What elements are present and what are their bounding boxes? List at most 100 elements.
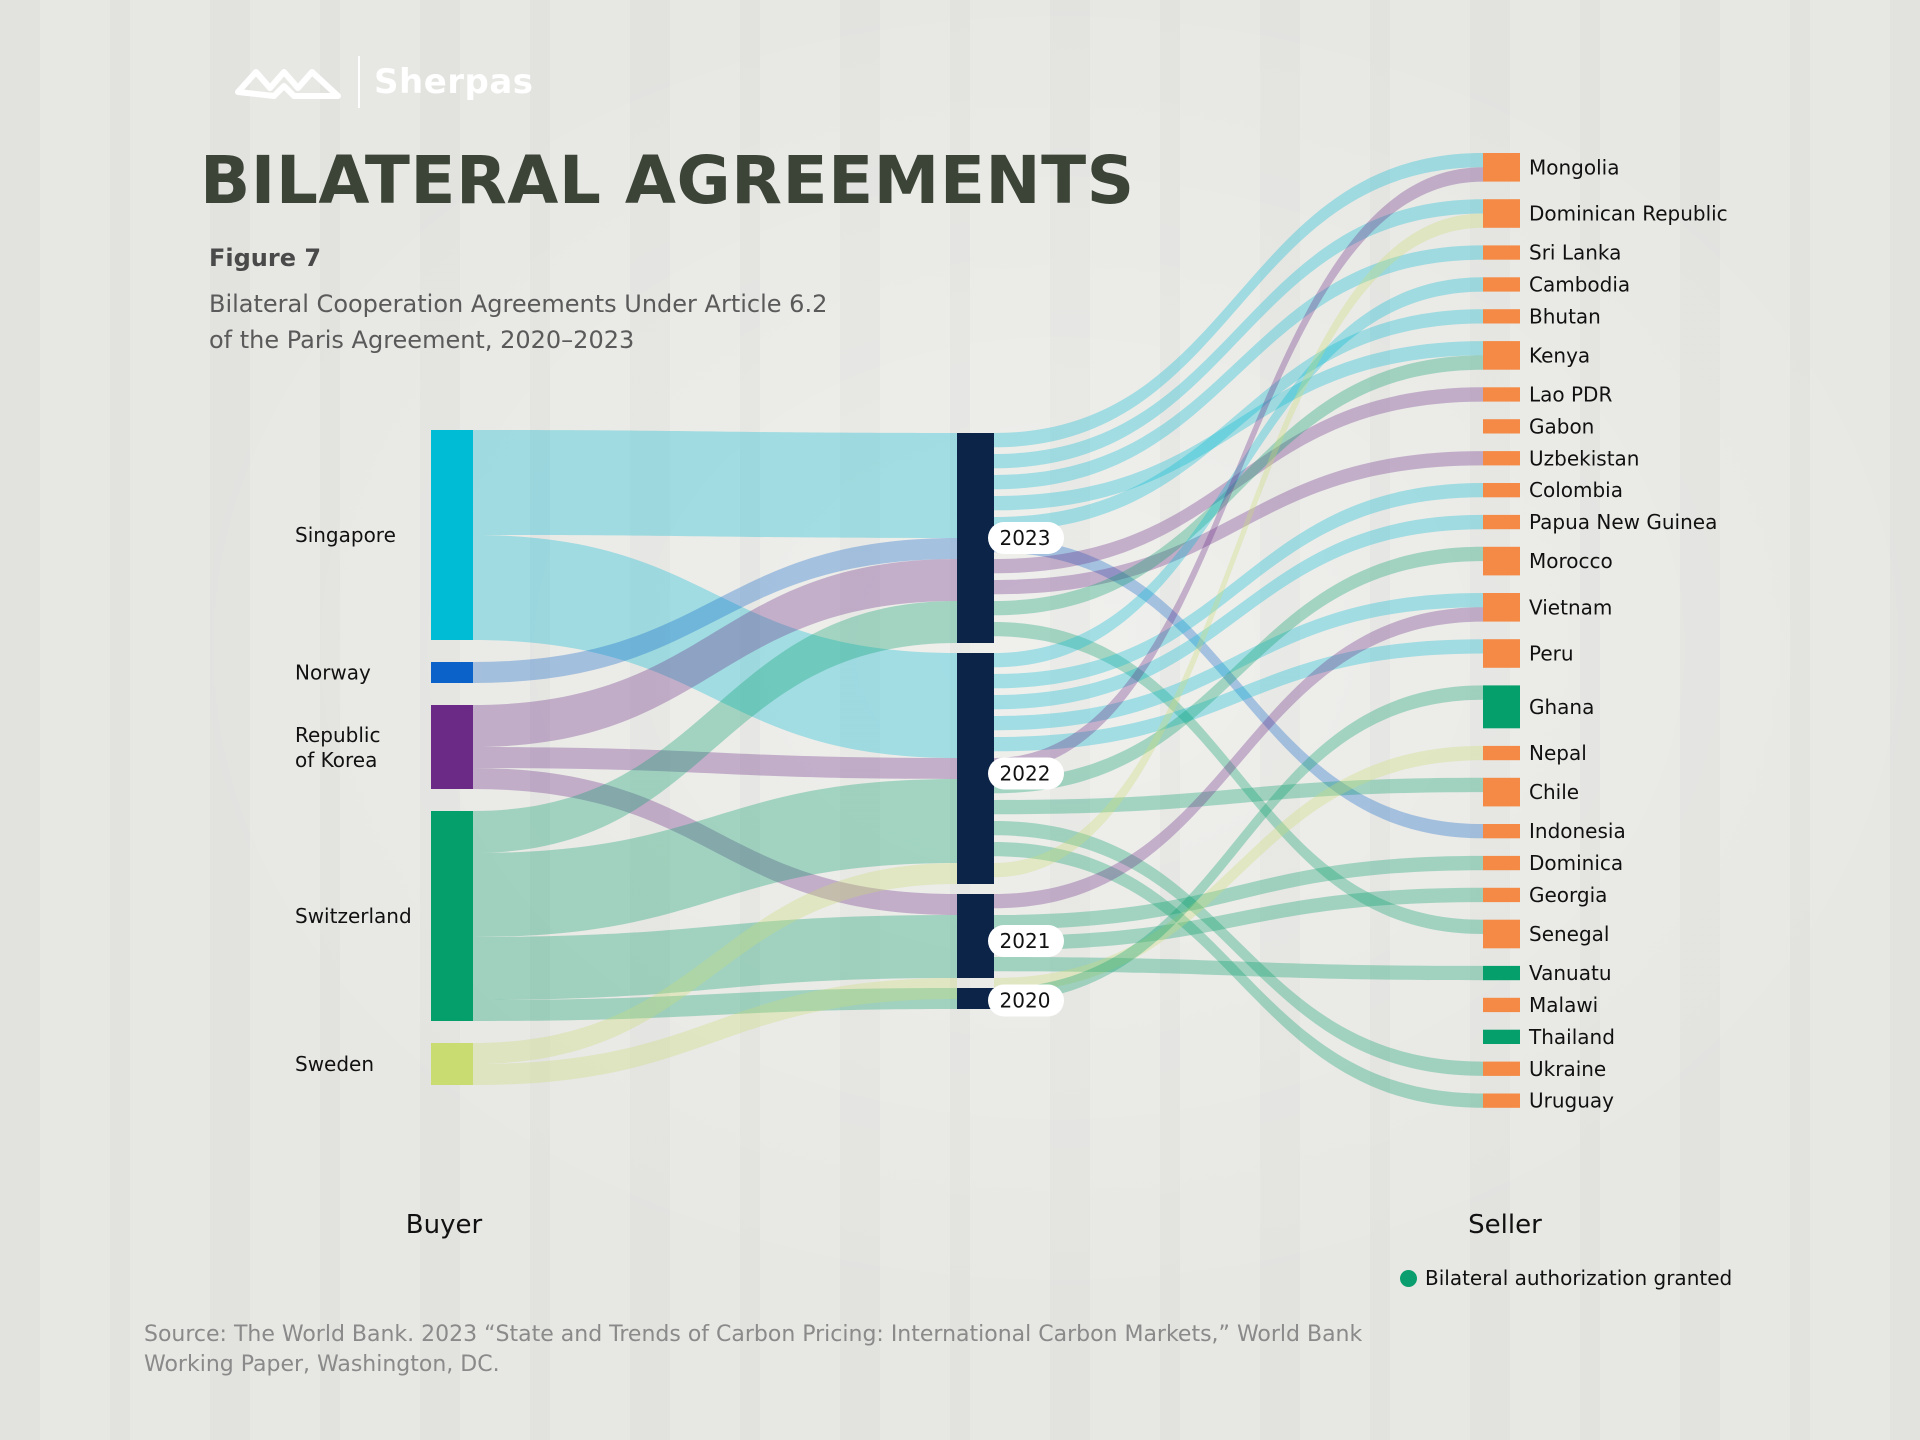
flow-switzerland-2023 bbox=[473, 601, 957, 853]
seller-label-malawi: Malawi bbox=[1529, 993, 1598, 1017]
flow-2021-vietnam bbox=[994, 607, 1483, 909]
seller-node-ukraine bbox=[1483, 1061, 1520, 1076]
seller-node-sri-lanka bbox=[1483, 245, 1520, 260]
flow-switzerland-2020 bbox=[473, 988, 957, 1021]
seller-node-uzbekistan bbox=[1483, 451, 1520, 466]
seller-node-mongolia bbox=[1483, 153, 1520, 182]
seller-node-senegal bbox=[1483, 919, 1520, 949]
seller-label-lao-pdr: Lao PDR bbox=[1529, 382, 1612, 406]
buyer-label-republic-of-korea-1: Republic bbox=[295, 723, 380, 747]
flow-2023-dominican-republic bbox=[994, 199, 1483, 469]
brand-divider bbox=[358, 56, 360, 108]
seller-label-papua-new-guinea: Papua New Guinea bbox=[1529, 510, 1717, 534]
seller-label-dominica: Dominica bbox=[1529, 851, 1623, 875]
seller-label-ukraine: Ukraine bbox=[1529, 1057, 1606, 1081]
flow-2023-kenya bbox=[994, 341, 1483, 511]
year-node-2020 bbox=[957, 988, 994, 1009]
brand: Sherpas bbox=[234, 56, 534, 108]
seller-node-morocco bbox=[1483, 546, 1520, 576]
figure-subtitle: Bilateral Cooperation Agreements Under A… bbox=[209, 286, 929, 358]
flow-switzerland-2021 bbox=[473, 915, 957, 1000]
seller-label-nepal: Nepal bbox=[1529, 741, 1587, 765]
seller-node-ghana bbox=[1483, 685, 1520, 729]
seller-label-vanuatu: Vanuatu bbox=[1529, 961, 1612, 985]
seller-label-uruguay: Uruguay bbox=[1529, 1089, 1614, 1113]
year-node-2022 bbox=[957, 653, 994, 884]
seller-label-georgia: Georgia bbox=[1529, 883, 1607, 907]
year-pill-2020 bbox=[988, 984, 1064, 1017]
seller-node-georgia bbox=[1483, 887, 1520, 903]
seller-node-lao-pdr bbox=[1483, 387, 1520, 402]
buyer-axis-label: Buyer bbox=[406, 1210, 483, 1240]
seller-label-gabon: Gabon bbox=[1529, 414, 1594, 438]
seller-node-indonesia bbox=[1483, 824, 1520, 839]
seller-label-colombia: Colombia bbox=[1529, 478, 1623, 502]
subtitle-line-2: of the Paris Agreement, 2020–2023 bbox=[209, 326, 635, 354]
flow-sweden-2022 bbox=[473, 863, 957, 1064]
seller-label-thailand: Thailand bbox=[1528, 1025, 1615, 1049]
seller-node-dominican-republic bbox=[1483, 199, 1520, 228]
flow-2022-vietnam bbox=[994, 593, 1483, 731]
flow-2023-kenya bbox=[994, 355, 1483, 616]
seller-label-vietnam: Vietnam bbox=[1529, 595, 1612, 619]
flow-2022-papua-new-guinea bbox=[994, 514, 1483, 710]
seller-node-cambodia bbox=[1483, 277, 1520, 292]
seller-label-dominican-republic: Dominican Republic bbox=[1529, 202, 1728, 226]
buyer-label-norway: Norway bbox=[295, 661, 371, 685]
flow-2021-vanuatu bbox=[994, 957, 1483, 981]
buyer-label-sweden: Sweden bbox=[295, 1052, 374, 1076]
flow-2022-peru bbox=[994, 639, 1483, 752]
flow-2023-lao-pdr bbox=[994, 387, 1483, 574]
buyer-node-sweden bbox=[431, 1043, 473, 1085]
flow-2021-georgia bbox=[994, 887, 1483, 951]
year-pill-2021 bbox=[988, 925, 1064, 957]
buyer-node-republic-of-korea bbox=[431, 705, 473, 789]
mountain-logo-icon bbox=[235, 69, 341, 99]
flow-2023-bhutan bbox=[994, 309, 1483, 532]
flow-2021-nepal bbox=[994, 745, 1483, 993]
flow-2023-uzbekistan bbox=[994, 451, 1483, 595]
seller-node-peru bbox=[1483, 639, 1520, 668]
brand-name: Sherpas bbox=[374, 62, 534, 102]
seller-label-mongolia: Mongolia bbox=[1529, 155, 1619, 179]
buyer-node-singapore bbox=[431, 430, 473, 640]
seller-node-nepal bbox=[1483, 745, 1520, 761]
seller-label-indonesia: Indonesia bbox=[1529, 819, 1626, 843]
seller-node-thailand bbox=[1483, 1029, 1520, 1044]
flow-2022-chile bbox=[994, 777, 1483, 815]
flow-sweden-2021 bbox=[473, 978, 957, 1085]
flow-2023-mongolia bbox=[994, 153, 1483, 448]
legend-dot-icon bbox=[1400, 1269, 1417, 1287]
year-label-2020: 2020 bbox=[1000, 989, 1051, 1013]
subtitle-line-1: Bilateral Cooperation Agreements Under A… bbox=[209, 290, 828, 318]
flow-republic-of-korea-2021 bbox=[473, 768, 957, 915]
flow-singapore-2023 bbox=[473, 430, 957, 538]
seller-node-kenya bbox=[1483, 341, 1520, 370]
seller-node-dominica bbox=[1483, 855, 1520, 871]
seller-node-gabon bbox=[1483, 419, 1520, 434]
flow-2022-morocco bbox=[994, 546, 1483, 794]
buyer-label-republic-of-korea-2: of Korea bbox=[295, 748, 377, 772]
seller-node-colombia bbox=[1483, 483, 1520, 498]
year-pill-2022 bbox=[988, 757, 1064, 790]
flow-2022-uruguay bbox=[994, 842, 1483, 1108]
flow-2022-mongolia bbox=[994, 167, 1483, 773]
flow-2022-ukraine bbox=[994, 821, 1483, 1076]
year-label-2021: 2021 bbox=[1000, 929, 1051, 953]
year-node-2023 bbox=[957, 433, 994, 643]
flow-2022-cambodia bbox=[994, 277, 1483, 668]
seller-label-kenya: Kenya bbox=[1529, 343, 1590, 367]
page-title: BILATERAL AGREEMENTS bbox=[200, 142, 1135, 219]
seller-node-vanuatu bbox=[1483, 965, 1520, 981]
buyer-node-switzerland bbox=[431, 811, 473, 1021]
seller-label-uzbekistan: Uzbekistan bbox=[1529, 446, 1639, 470]
buyer-label-singapore: Singapore bbox=[295, 523, 396, 547]
flow-2023-indonesia bbox=[994, 538, 1483, 839]
flow-singapore-2022 bbox=[473, 535, 957, 758]
seller-node-uruguay bbox=[1483, 1093, 1520, 1108]
year-label-2023: 2023 bbox=[1000, 526, 1051, 550]
year-label-2022: 2022 bbox=[1000, 762, 1051, 786]
flow-2023-senegal bbox=[994, 622, 1483, 934]
seller-label-ghana: Ghana bbox=[1529, 695, 1594, 719]
